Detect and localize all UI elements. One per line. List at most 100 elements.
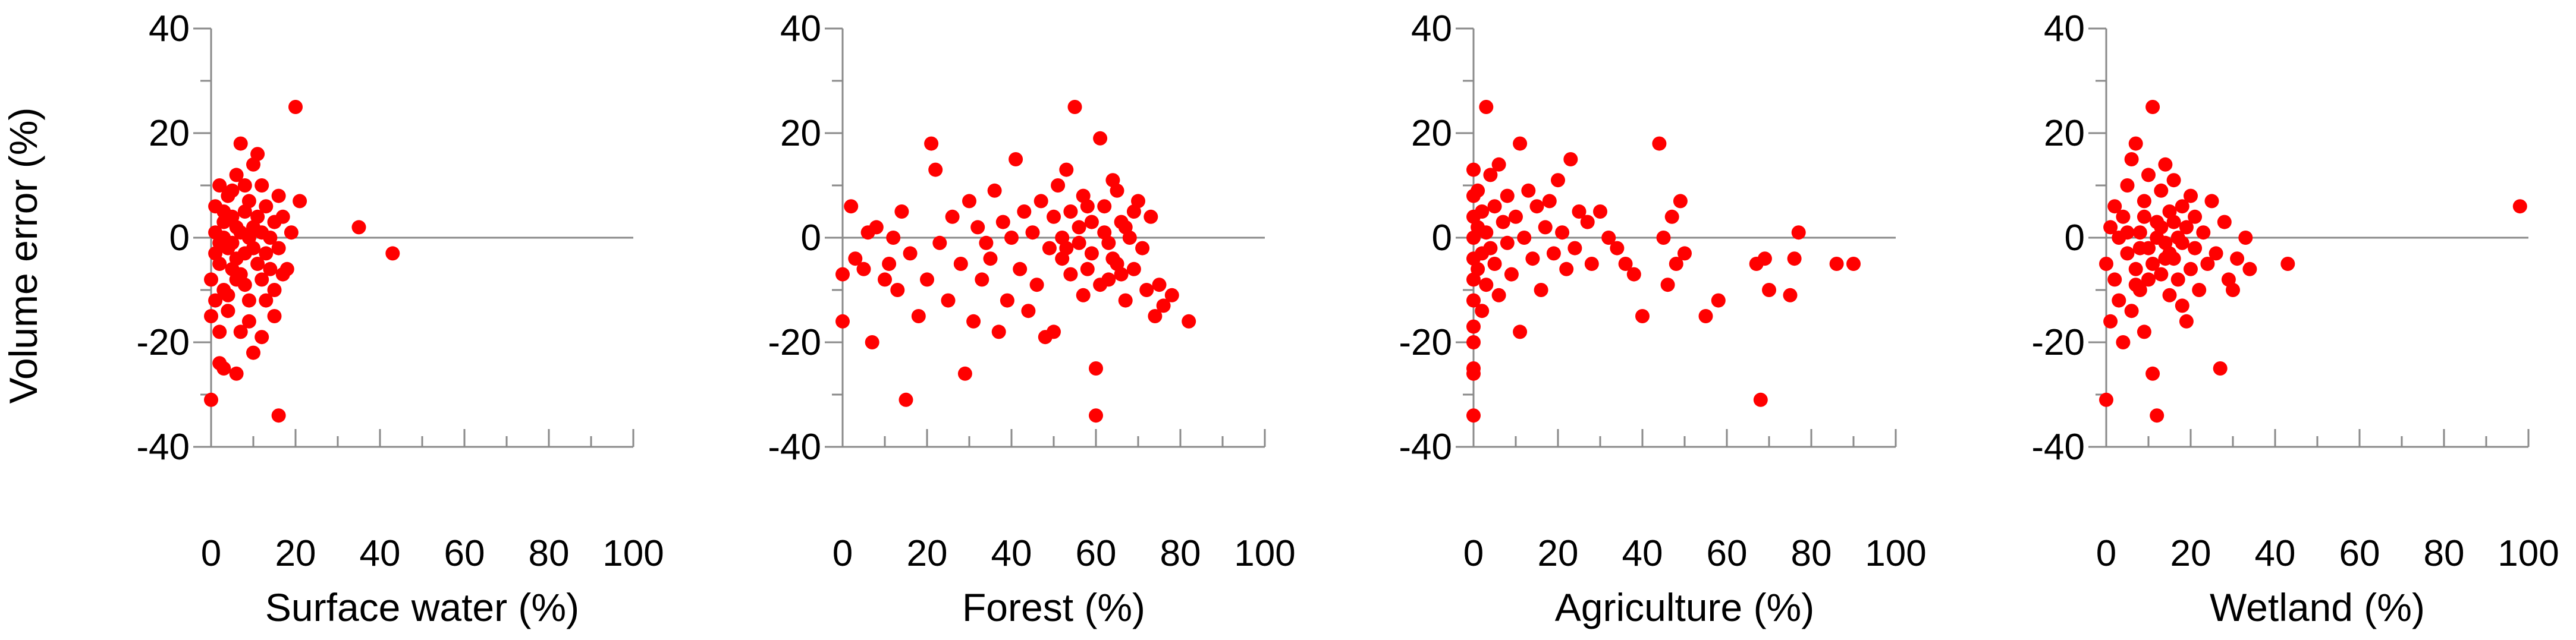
data-point	[1487, 257, 1502, 271]
data-point	[1097, 199, 1112, 214]
data-point	[229, 168, 244, 182]
data-point	[2145, 366, 2160, 381]
data-point	[237, 178, 252, 193]
data-point	[284, 225, 299, 240]
data-point	[1466, 335, 1481, 349]
data-point	[2280, 257, 2295, 271]
data-point	[2209, 246, 2223, 261]
data-point	[1135, 241, 1150, 256]
data-point	[1491, 157, 1506, 172]
data-point	[259, 246, 274, 261]
data-point	[1555, 225, 1570, 240]
data-point	[271, 241, 286, 256]
data-point	[894, 204, 909, 219]
data-point	[208, 225, 223, 240]
data-point	[255, 178, 269, 193]
data-point	[2179, 220, 2194, 235]
data-point	[246, 241, 260, 256]
data-point	[212, 324, 227, 339]
y-axis-title: Volume error (%)	[1, 108, 45, 404]
x-tick-label: 40	[991, 533, 1032, 574]
data-point	[1521, 183, 1536, 198]
data-point	[1471, 261, 1485, 276]
data-point	[225, 183, 240, 198]
data-point	[2120, 178, 2135, 193]
data-point	[2128, 136, 2143, 151]
data-point	[835, 314, 850, 329]
data-point	[957, 366, 972, 381]
data-point	[1580, 215, 1595, 229]
data-point	[2124, 304, 2139, 319]
data-point	[259, 293, 274, 308]
data-point	[1466, 408, 1481, 423]
data-point	[2128, 278, 2143, 292]
data-point	[2103, 220, 2118, 235]
data-point	[2107, 199, 2122, 214]
data-point	[1466, 293, 1481, 308]
data-point	[1538, 220, 1553, 235]
data-point	[878, 272, 892, 287]
data-point	[1025, 225, 1040, 240]
x-tick-label: 80	[2424, 533, 2465, 574]
data-point	[1652, 136, 1667, 151]
y-tick-label: 40	[1411, 8, 1452, 49]
data-point	[1126, 261, 1141, 276]
y-tick-label: -20	[136, 322, 190, 363]
y-tick-label: 0	[1432, 217, 1452, 258]
x-tick-label: 80	[1160, 533, 1201, 574]
data-point	[1618, 257, 1633, 271]
data-point	[225, 235, 240, 250]
data-point	[1139, 283, 1154, 297]
data-point	[1517, 231, 1532, 245]
data-point	[1475, 304, 1490, 319]
data-point	[2154, 267, 2169, 282]
data-point	[212, 178, 227, 193]
x-tick-label: 60	[2339, 533, 2380, 574]
data-point	[1757, 251, 1772, 266]
data-point	[250, 209, 265, 224]
data-point	[962, 194, 976, 209]
data-point	[2226, 283, 2240, 297]
x-axis-title: Forest (%)	[962, 585, 1145, 629]
data-point	[2099, 257, 2113, 271]
data-point	[1563, 152, 1578, 166]
data-point	[229, 366, 244, 381]
data-point	[1711, 293, 1726, 308]
x-tick-label: 80	[529, 533, 570, 574]
data-point	[1635, 309, 1650, 323]
data-point	[1093, 278, 1108, 292]
x-tick-label: 0	[201, 533, 221, 574]
data-point	[2145, 100, 2160, 114]
data-point	[1029, 278, 1044, 292]
data-point	[1466, 162, 1481, 177]
data-point	[932, 235, 947, 250]
data-point	[1042, 241, 1057, 256]
data-point	[1152, 278, 1167, 292]
data-point	[920, 272, 934, 287]
data-point	[945, 209, 960, 224]
data-point	[995, 215, 1010, 229]
y-tick-label: 0	[169, 217, 190, 258]
data-point	[1164, 288, 1179, 302]
x-tick-label: 20	[2170, 533, 2211, 574]
x-tick-label: 40	[2255, 533, 2296, 574]
data-point	[1076, 188, 1091, 203]
data-point	[2120, 246, 2135, 261]
data-point	[385, 246, 400, 261]
data-points	[2099, 100, 2527, 423]
data-point	[1483, 168, 1498, 182]
y-tick-label: -40	[2031, 427, 2085, 468]
x-tick-label: 60	[1707, 533, 1748, 574]
data-point	[1559, 261, 1574, 276]
data-point	[2230, 251, 2245, 266]
data-point	[204, 309, 218, 323]
data-point	[2238, 231, 2253, 245]
data-point	[233, 324, 248, 339]
data-point	[924, 136, 939, 151]
data-point	[1067, 100, 1082, 114]
data-point	[1660, 278, 1675, 292]
data-point	[1829, 257, 1844, 271]
data-point	[2179, 314, 2194, 329]
data-point	[1072, 220, 1086, 235]
